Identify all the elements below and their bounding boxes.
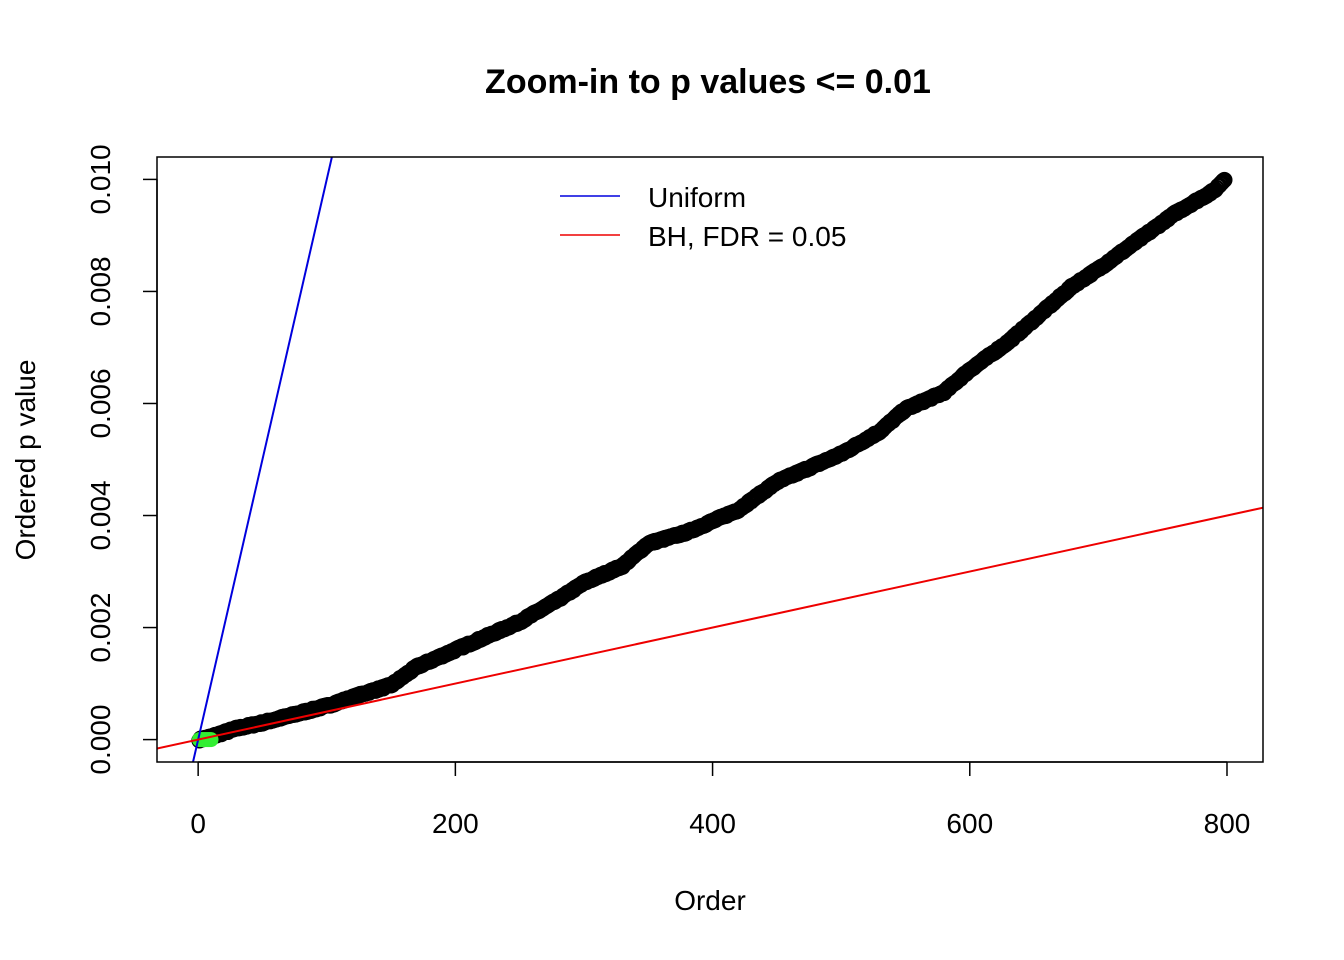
x-tick-label: 600: [946, 808, 993, 839]
y-tick-label: 0.000: [85, 705, 116, 775]
legend-uniform-label: Uniform: [648, 182, 746, 213]
x-axis-label: Order: [674, 885, 746, 916]
chart-title: Zoom-in to p values <= 0.01: [485, 63, 931, 101]
legend-bh-label: BH, FDR = 0.05: [648, 221, 846, 252]
y-tick-label: 0.004: [85, 480, 116, 550]
y-tick-label: 0.008: [85, 256, 116, 326]
p-value-points: [191, 171, 1233, 749]
uniform-line: [191, 157, 333, 762]
y-tick-label: 0.002: [85, 593, 116, 663]
y-tick-label: 0.006: [85, 368, 116, 438]
marks-layer: [157, 157, 1263, 762]
y-axis-label: Ordered p value: [10, 360, 41, 561]
x-tick-label: 400: [689, 808, 736, 839]
data-point: [1216, 171, 1233, 189]
significant-point: [203, 732, 219, 748]
x-axis: 0 200 400 600 800: [190, 761, 1251, 839]
bh-line: [157, 506, 1263, 750]
x-tick-label: 200: [432, 808, 479, 839]
x-tick-label: 0: [190, 808, 206, 839]
legend: Uniform BH, FDR = 0.05: [560, 182, 846, 252]
y-tick-label: 0.010: [85, 144, 116, 214]
y-axis: 0.000 0.002 0.004 0.006 0.008 0.010: [85, 144, 158, 775]
x-tick-label: 800: [1204, 808, 1251, 839]
